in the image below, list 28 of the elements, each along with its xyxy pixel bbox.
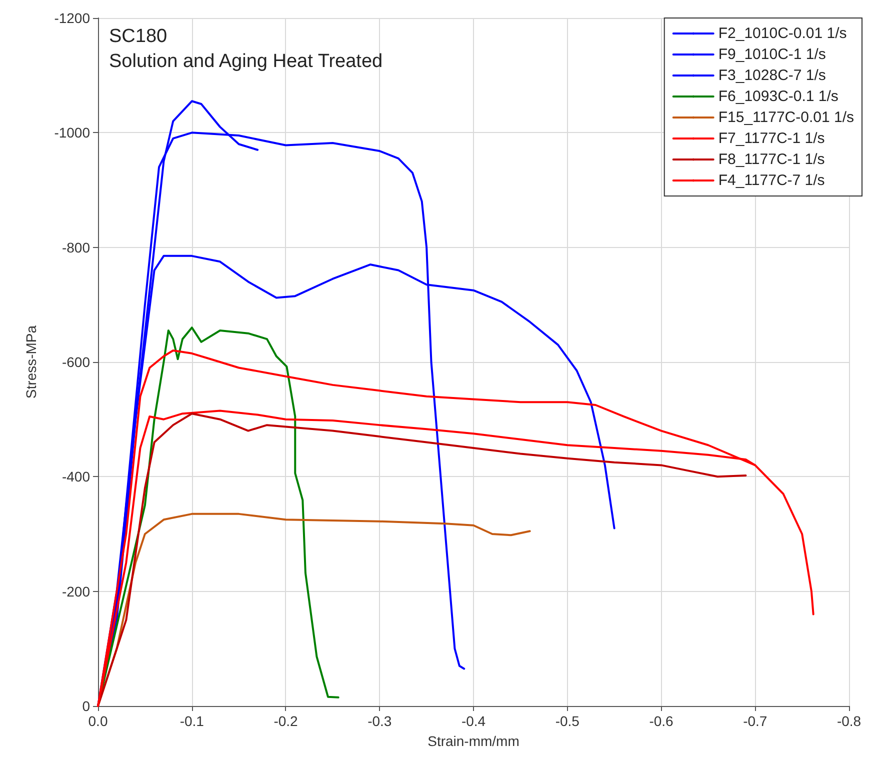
y-tick-label: -1000 (54, 124, 90, 141)
y-tick-label: -400 (62, 468, 90, 485)
legend-label: F4_1177C-7 1/s (718, 172, 825, 189)
x-tick-label: -0.2 (274, 713, 298, 729)
legend-label: F15_1177C-0.01 1/s (718, 109, 854, 126)
chart-title: SC180 (109, 26, 168, 47)
legend-label: F3_1028C-7 1/s (718, 67, 826, 84)
legend-label: F9_1010C-1 1/s (718, 46, 826, 63)
y-tick-label: -200 (62, 583, 90, 600)
y-tick-label: -600 (62, 354, 90, 370)
y-tick-label: -1200 (54, 10, 90, 26)
legend-label: F7_1177C-1 1/s (718, 130, 825, 147)
x-tick-label: -0.7 (743, 713, 768, 729)
legend-label: F2_1010C-0.01 1/s (718, 25, 847, 42)
x-tick-label: -0.4 (461, 713, 486, 729)
x-tick-label: -0.3 (368, 713, 392, 729)
y-tick-label: -800 (62, 239, 90, 256)
y-axis-title: Stress-MPa (23, 325, 39, 399)
x-tick-label: -0.8 (836, 713, 862, 729)
y-tick-label: 0 (82, 698, 90, 714)
x-axis-title: Strain-mm/mm (428, 733, 520, 749)
legend-label: F8_1177C-1 1/s (718, 151, 825, 168)
x-tick-label: -0.5 (555, 713, 580, 729)
x-tick-label: 0.0 (88, 713, 108, 729)
x-tick-label: -0.6 (649, 713, 674, 729)
text: Solution and Aging Heat Treated (109, 51, 383, 72)
x-tick-label: -0.1 (180, 713, 204, 729)
legend-label: F6_1093C-0.1 1/s (718, 88, 838, 105)
